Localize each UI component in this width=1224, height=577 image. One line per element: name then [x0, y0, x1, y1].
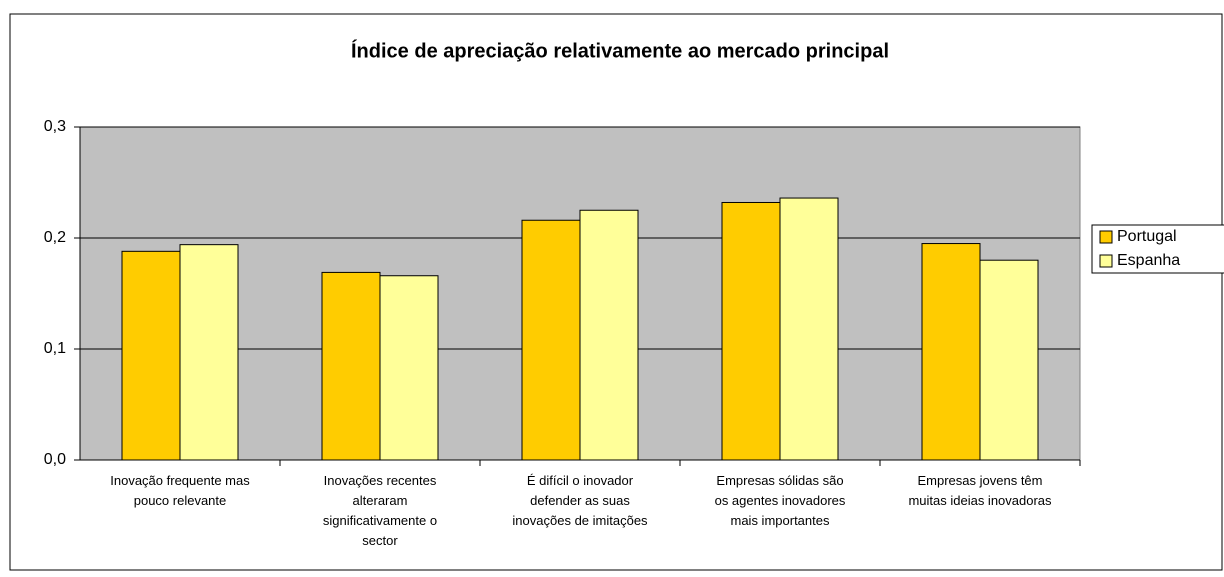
legend-box — [1091, 224, 1224, 274]
chart-title: Índice de apreciação relativamente ao me… — [351, 39, 889, 62]
x-tick-label: Empresas sólidas são os agentes inovadore… — [715, 473, 846, 528]
x-tick-label: Inovações recentes alteraram significativa… — [323, 473, 437, 548]
legend-label: Espanha — [1117, 252, 1180, 269]
legend-label: Portugal — [1117, 228, 1177, 245]
bar — [721, 201, 781, 461]
bar — [579, 209, 639, 461]
bar — [321, 271, 381, 461]
x-tick-label: Inovação frequente mas pouco relevante — [110, 473, 250, 508]
bar — [921, 243, 981, 461]
bar — [979, 259, 1039, 461]
bar — [379, 275, 439, 461]
bar — [121, 250, 181, 461]
y-tick-label: 0,0 — [44, 451, 66, 468]
y-tick-label: 0,1 — [44, 340, 66, 357]
y-tick-label: 0,2 — [44, 229, 66, 246]
x-tick-label: É difícil o inovador defender as suas inov… — [512, 473, 648, 528]
x-tick-label: Empresas jovens têm muitas ideias inovado… — [908, 473, 1052, 508]
bar — [779, 197, 839, 461]
legend-swatch — [1099, 230, 1113, 244]
bar — [521, 219, 581, 461]
bar — [179, 244, 239, 461]
legend-swatch — [1099, 254, 1113, 268]
y-tick-label: 0,3 — [44, 118, 66, 135]
